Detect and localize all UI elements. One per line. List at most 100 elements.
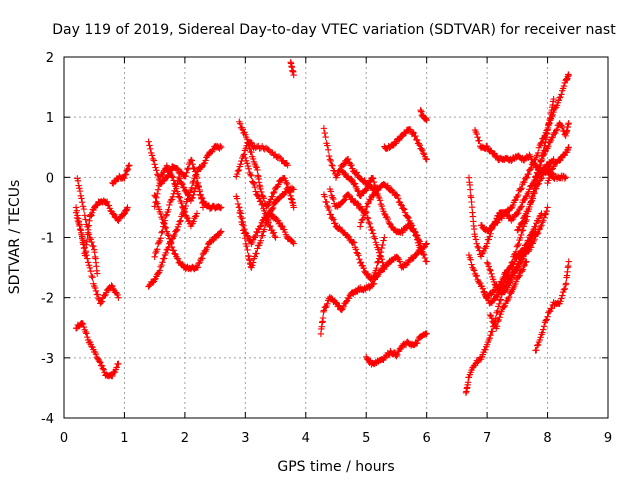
- data-points: [72, 59, 572, 397]
- data-point: [476, 247, 483, 254]
- data-point: [289, 238, 297, 246]
- data-point: [169, 174, 176, 181]
- data-point: [543, 316, 550, 323]
- data-point: [335, 302, 342, 309]
- data-point: [190, 191, 197, 198]
- data-point: [483, 243, 490, 250]
- data-point: [555, 97, 562, 104]
- data-point: [173, 227, 180, 234]
- x-tick-label: 1: [120, 431, 128, 446]
- data-point: [243, 242, 250, 250]
- data-point: [240, 230, 248, 237]
- data-point: [284, 180, 291, 188]
- data-point: [518, 203, 525, 210]
- data-point: [505, 268, 513, 276]
- data-point: [521, 196, 528, 204]
- data-point: [252, 188, 259, 195]
- data-point: [533, 172, 540, 180]
- data-point: [265, 219, 272, 226]
- data-point: [82, 328, 89, 336]
- data-point: [189, 194, 196, 201]
- data-point: [363, 214, 371, 221]
- data-point: [489, 328, 496, 335]
- series-arc20: [326, 185, 430, 273]
- y-tick-label: -3: [41, 352, 54, 367]
- data-point: [233, 195, 241, 202]
- data-point: [413, 233, 420, 240]
- data-point: [245, 142, 252, 149]
- data-point: [249, 262, 256, 269]
- data-point: [362, 208, 369, 215]
- data-point: [351, 180, 359, 187]
- data-point: [249, 179, 257, 186]
- data-point: [394, 254, 402, 262]
- data-point: [519, 266, 527, 273]
- data-point: [340, 197, 347, 204]
- data-point: [157, 235, 164, 242]
- data-point: [519, 255, 526, 262]
- data-point: [565, 258, 572, 265]
- data-point: [522, 259, 529, 266]
- data-point: [548, 305, 556, 312]
- data-point: [290, 204, 297, 211]
- data-point: [327, 188, 335, 195]
- data-point: [393, 352, 400, 360]
- data-point: [156, 267, 164, 274]
- data-point: [378, 256, 385, 263]
- data-point: [270, 189, 277, 197]
- data-point: [283, 179, 290, 186]
- data-point: [92, 350, 100, 358]
- data-point: [355, 252, 362, 259]
- series-arc16: [287, 59, 297, 79]
- series-arc10: [151, 162, 201, 230]
- data-point: [343, 298, 350, 305]
- data-point: [234, 167, 242, 175]
- data-point: [290, 71, 297, 79]
- data-point: [479, 285, 486, 292]
- data-point: [423, 330, 430, 337]
- data-point: [561, 175, 569, 182]
- data-point: [529, 159, 537, 167]
- series-arc18: [320, 125, 424, 247]
- data-point: [348, 161, 355, 169]
- data-point: [369, 230, 377, 237]
- data-point: [284, 162, 291, 169]
- series-arc13: [233, 184, 297, 271]
- data-point: [271, 232, 278, 240]
- data-point: [535, 164, 543, 172]
- data-point: [373, 241, 380, 249]
- data-point: [472, 236, 480, 243]
- series-arc04: [72, 319, 122, 380]
- data-point: [404, 213, 411, 221]
- data-point: [188, 157, 195, 164]
- data-point: [369, 192, 377, 199]
- data-point: [147, 145, 154, 153]
- data-point: [192, 185, 199, 192]
- data-point: [416, 141, 423, 149]
- data-point: [256, 223, 264, 230]
- data-point: [562, 174, 569, 181]
- data-point: [565, 144, 572, 151]
- data-point: [97, 298, 105, 306]
- data-point: [176, 194, 183, 201]
- data-point: [97, 359, 104, 366]
- data-point: [483, 259, 491, 266]
- data-point: [267, 222, 274, 230]
- series-arc03: [74, 175, 101, 277]
- data-point: [240, 151, 248, 158]
- data-point: [259, 201, 266, 208]
- data-point: [217, 142, 224, 150]
- data-point: [534, 341, 542, 348]
- data-point: [394, 351, 401, 359]
- data-point: [157, 210, 164, 218]
- data-point: [114, 291, 121, 299]
- data-point: [76, 187, 84, 195]
- data-point: [251, 234, 259, 241]
- data-point: [278, 222, 285, 230]
- data-point: [188, 184, 195, 192]
- data-point: [190, 178, 197, 185]
- data-point: [74, 177, 82, 184]
- data-point: [272, 234, 279, 241]
- data-point: [517, 234, 524, 242]
- data-point: [559, 292, 566, 299]
